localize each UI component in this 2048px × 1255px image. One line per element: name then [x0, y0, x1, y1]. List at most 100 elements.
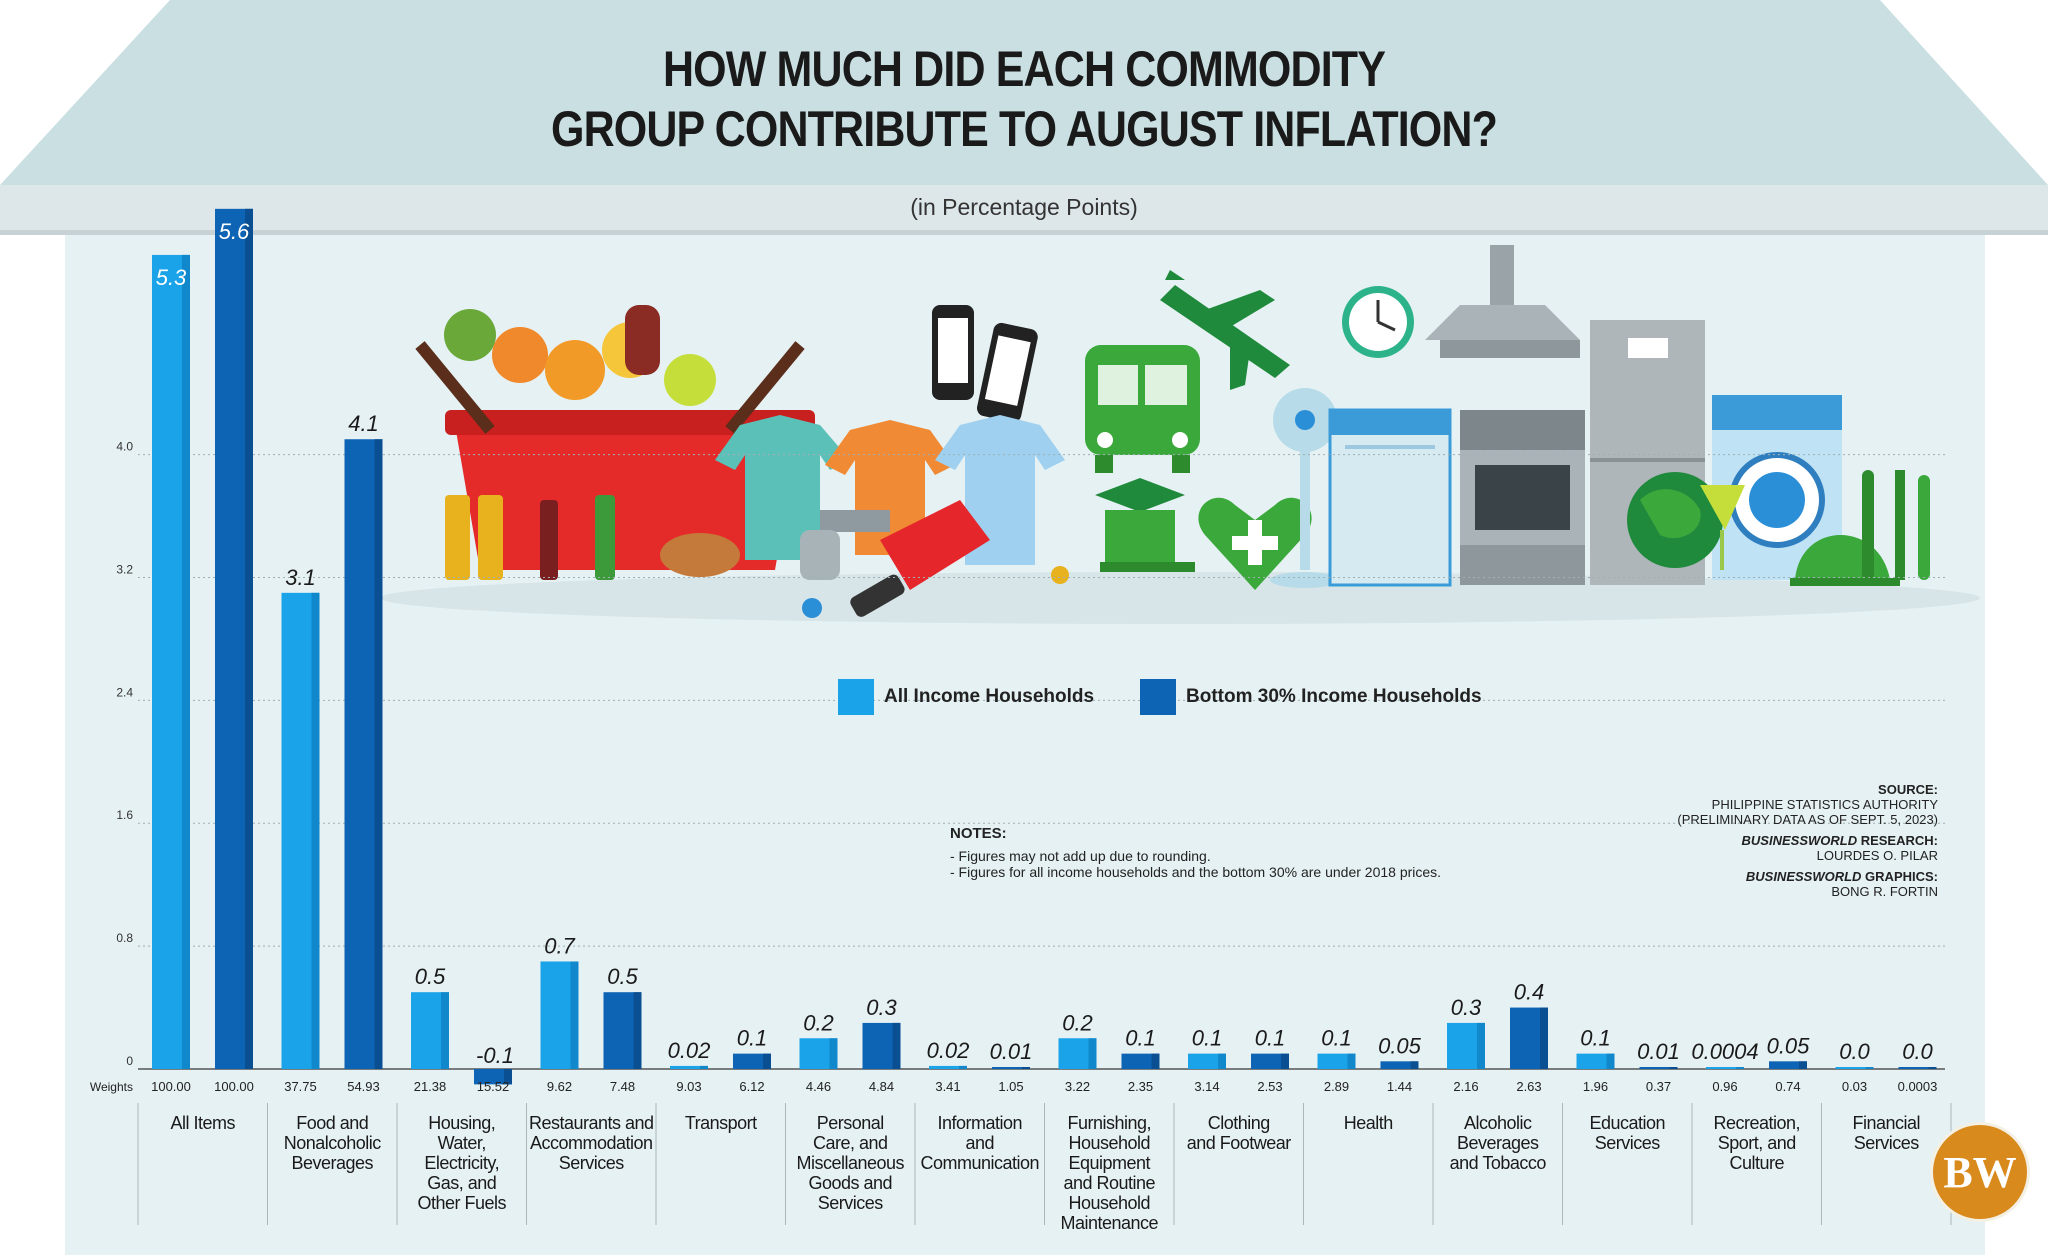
bar-shade: [374, 439, 383, 1069]
data-label: 0.1: [1125, 1026, 1156, 1051]
category-label: and Footwear: [1187, 1133, 1292, 1153]
category-label: Restaurants and: [529, 1113, 654, 1133]
weight-label: 2.53: [1257, 1079, 1282, 1094]
notes-block: NOTES: - Figures may not add up due to r…: [950, 826, 1442, 881]
chart-title-line-1: HOW MUCH DID EACH COMMODITY: [662, 41, 1386, 97]
category-label: Financial: [1852, 1113, 1920, 1133]
bar-bottom-30: [1121, 1053, 1160, 1069]
weight-label: 0.96: [1712, 1079, 1737, 1094]
data-label: 0.5: [607, 964, 638, 989]
bar-shade: [1540, 1007, 1548, 1069]
chart-title-line-2: GROUP CONTRIBUTE TO AUGUST INFLATION?: [550, 101, 1498, 157]
source-credit: SOURCE: PHILIPPINE STATISTICS AUTHORITY …: [1677, 782, 1938, 827]
airplane-icon: [1160, 270, 1290, 390]
bar-shade: [1281, 1053, 1289, 1069]
bar-shade: [829, 1038, 838, 1069]
category-label: Equipment: [1068, 1153, 1150, 1173]
category-label: Services: [559, 1153, 625, 1173]
bar-shade: [182, 254, 190, 1070]
legend-swatch-bottom-30: [1140, 679, 1176, 715]
data-label: 0.7: [544, 933, 575, 958]
faucet-fuel-icon: [800, 500, 1069, 618]
category-label: Nonalcoholic: [284, 1133, 382, 1153]
weight-label: 7.48: [610, 1079, 635, 1094]
category-label: Transport: [685, 1113, 757, 1133]
category-label: Health: [1344, 1113, 1393, 1133]
data-label: 0.02: [668, 1038, 711, 1063]
category-label: Care, and: [813, 1133, 888, 1153]
bar-shade: [633, 992, 642, 1069]
bar-bottom-30: [1639, 1067, 1678, 1069]
weight-label: 100.00: [151, 1079, 191, 1094]
bar-bottom-30: [733, 1053, 771, 1069]
category-label: Other Fuels: [417, 1193, 506, 1213]
category-label: Alcoholic: [1464, 1113, 1532, 1133]
bar-shade: [1606, 1053, 1615, 1069]
bar-shade: [892, 1022, 901, 1069]
bar-bottom-30: [992, 1067, 1030, 1069]
dishwasher-icon: [1328, 408, 1452, 587]
bar-shade: [245, 208, 253, 1070]
data-label: 0.0004: [1691, 1039, 1758, 1064]
category-label: Goods and: [808, 1173, 892, 1193]
bar-shade: [1218, 1053, 1226, 1069]
notes-line-1: - Figures may not add up due to rounding…: [950, 848, 1211, 864]
bar-shade: [700, 1065, 708, 1069]
data-label: 0.5: [415, 964, 446, 989]
businessworld-logo: BW: [1930, 1122, 2030, 1222]
weight-label: 15.52: [477, 1079, 510, 1094]
data-label: 0.01: [1637, 1039, 1680, 1064]
bar-all-income: [929, 1065, 967, 1069]
bar-shade: [1022, 1067, 1030, 1069]
bar-shade: [1736, 1067, 1744, 1069]
bar-shade: [1477, 1022, 1485, 1069]
chart-subtitle: (in Percentage Points): [910, 194, 1138, 220]
data-label: 0.05: [1767, 1033, 1811, 1058]
weight-label: 2.16: [1453, 1079, 1478, 1094]
category-label: Household: [1068, 1133, 1150, 1153]
graphics-label-italic: BUSINESSWORLD: [1745, 869, 1862, 884]
y-tick-label: 3.2: [116, 562, 133, 576]
weight-label: 3.22: [1065, 1079, 1090, 1094]
weight-label: 9.03: [676, 1079, 701, 1094]
y-tick-label: 0: [126, 1054, 133, 1068]
data-label: -0.1: [476, 1043, 514, 1068]
recreation-globe-icon: [1627, 472, 1745, 570]
clock-icon: [1342, 286, 1414, 358]
weight-label: 3.41: [935, 1079, 960, 1094]
category-label: Sport, and: [1718, 1133, 1796, 1153]
category-label: Electricity,: [424, 1153, 499, 1173]
bar-all-income: [1188, 1053, 1226, 1069]
roof: [0, 0, 2048, 185]
legend-label-bottom-30: Bottom 30% Income Households: [1186, 686, 1482, 707]
y-tick-label: 2.4: [116, 685, 133, 699]
bar-bottom-30: [1380, 1061, 1419, 1069]
category-label: All Items: [170, 1113, 235, 1133]
category-label: Information: [937, 1113, 1022, 1133]
weights-row-label: Weights: [90, 1080, 133, 1094]
bar-shade: [1410, 1061, 1419, 1069]
data-label: 0.0: [1839, 1039, 1870, 1064]
bar-bottom-30: [1769, 1061, 1807, 1069]
category-label: Housing,: [428, 1113, 495, 1133]
weight-label: 4.46: [806, 1079, 831, 1094]
category-label: Culture: [1729, 1153, 1784, 1173]
grocery-basket-icon: [415, 305, 815, 580]
category-label: Clothing: [1208, 1113, 1270, 1133]
category-label: Services: [1854, 1133, 1920, 1153]
category-label: and Tobacco: [1450, 1153, 1547, 1173]
bar-all-income: [1576, 1053, 1615, 1069]
category-label: Food and: [296, 1113, 368, 1133]
data-label: 0.0: [1902, 1039, 1933, 1064]
weight-label: 6.12: [739, 1079, 764, 1094]
bar-shade: [1865, 1067, 1874, 1069]
graphics-name: BONG R. FORTIN: [1831, 884, 1938, 899]
data-label: 4.1: [348, 411, 379, 436]
stove-oven-icon: [1460, 410, 1585, 585]
mobile-phone-icon: [932, 305, 1038, 423]
category-label: Water,: [438, 1133, 486, 1153]
graphics-label-rest: GRAPHICS:: [1861, 869, 1938, 884]
notes-line-2: - Figures for all income households and …: [950, 864, 1442, 880]
data-label: 0.3: [866, 995, 897, 1020]
